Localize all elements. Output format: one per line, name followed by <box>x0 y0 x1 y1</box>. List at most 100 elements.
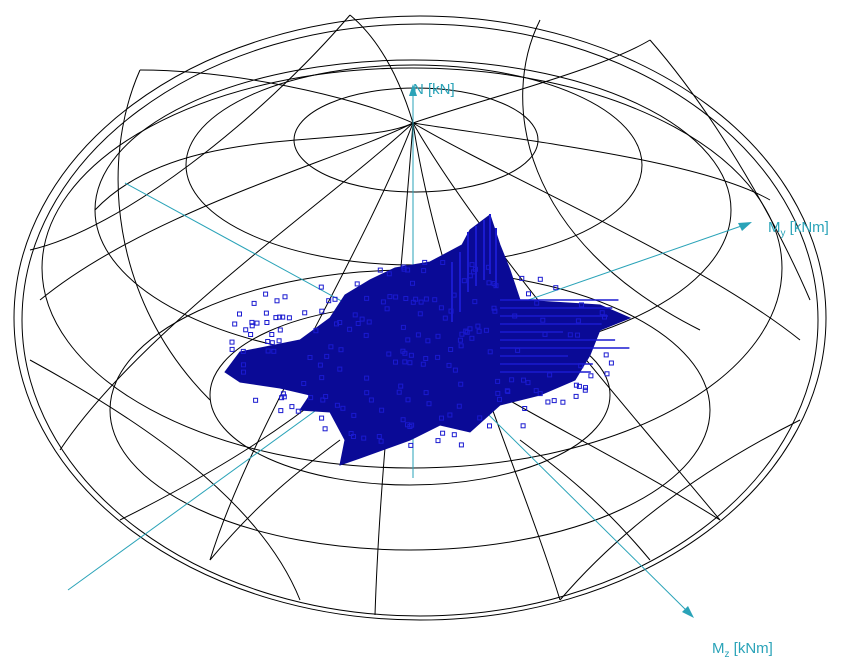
load-point-mark <box>545 399 551 405</box>
axis-my-arrow <box>738 222 752 231</box>
meridian-line <box>499 394 721 521</box>
load-point-mark <box>281 394 287 400</box>
load-point-mark <box>452 367 458 373</box>
load-point-mark <box>491 305 497 311</box>
load-point-mark <box>393 294 399 300</box>
load-point-mark <box>438 305 444 311</box>
load-point-mark <box>351 434 356 439</box>
load-point-mark <box>400 324 406 330</box>
meridian-line <box>649 39 811 301</box>
load-point-mark <box>603 352 609 358</box>
load-point-mark <box>579 302 584 308</box>
load-point-mark <box>282 294 288 300</box>
load-point-mark <box>393 359 398 365</box>
load-point-mark <box>241 369 246 375</box>
load-point-mark <box>328 344 334 350</box>
load-point-mark <box>426 401 432 407</box>
surface-outline <box>13 15 827 621</box>
load-point-mark <box>573 382 579 388</box>
meridian-line <box>412 122 801 341</box>
load-point-mark <box>533 388 539 394</box>
load-point-mark <box>469 335 475 341</box>
load-point-mark <box>497 396 502 402</box>
load-point-mark <box>264 320 270 325</box>
load-point-mark <box>439 415 444 421</box>
meridian-line <box>39 122 414 301</box>
load-point-mark <box>269 340 275 346</box>
meridian-line <box>94 122 414 211</box>
load-point-mark <box>277 327 283 333</box>
load-point-mark <box>509 377 515 383</box>
load-point-mark <box>435 354 441 360</box>
axis-n-arrow <box>409 84 417 96</box>
load-combination-cloud <box>224 214 632 466</box>
load-point-mark <box>361 435 367 441</box>
axis-n-label: N [kN] <box>413 81 455 98</box>
load-point-mark <box>347 326 353 332</box>
cloud-envelope <box>224 214 632 466</box>
meridian-line <box>522 19 701 331</box>
load-point-mark <box>477 415 483 421</box>
load-point-mark <box>553 285 559 291</box>
meridian-line <box>117 69 211 401</box>
load-point-mark <box>286 315 292 321</box>
load-point-mark <box>458 381 464 387</box>
load-point-mark <box>604 371 610 377</box>
load-point-mark <box>386 351 392 357</box>
load-point-mark <box>486 280 492 286</box>
latitude-ring <box>41 67 783 469</box>
load-point-mark <box>467 326 473 332</box>
load-point-mark <box>440 430 446 436</box>
load-point-mark <box>249 323 255 329</box>
load-point-mark <box>363 332 369 338</box>
load-point-mark <box>320 397 326 403</box>
meridian-line <box>519 439 651 561</box>
load-point-mark <box>263 310 269 316</box>
load-point-mark <box>380 299 386 305</box>
load-point-mark <box>447 412 453 418</box>
load-point-mark <box>337 366 343 372</box>
load-point-mark <box>307 355 313 360</box>
load-point-mark <box>475 323 481 329</box>
load-point-mark <box>519 275 525 281</box>
load-point-mark <box>410 299 416 305</box>
load-point-mark <box>547 372 553 378</box>
load-point-mark <box>308 395 314 401</box>
load-point-mark <box>423 356 429 361</box>
load-point-mark <box>522 406 528 411</box>
load-point-mark <box>469 262 475 268</box>
load-point-mark <box>337 320 343 325</box>
load-point-mark <box>492 308 498 314</box>
load-point-mark <box>364 375 370 381</box>
load-point-mark <box>251 300 257 306</box>
load-point-mark <box>368 397 374 403</box>
load-point-mark <box>338 347 344 353</box>
load-point-mark <box>472 299 478 305</box>
load-point-mark <box>402 359 408 365</box>
load-point-mark <box>276 338 282 344</box>
load-point-mark <box>248 332 254 337</box>
load-point-mark <box>420 361 426 367</box>
load-point-mark <box>401 266 407 272</box>
load-point-mark <box>459 331 465 337</box>
load-point-mark <box>384 306 390 312</box>
load-point-mark <box>576 383 582 389</box>
load-point-mark <box>249 319 255 325</box>
load-point-mark <box>271 348 277 354</box>
load-point-mark <box>573 393 579 399</box>
load-point-mark <box>537 276 543 282</box>
load-point-mark <box>409 422 415 428</box>
meridian-line <box>29 359 301 601</box>
load-point-mark <box>334 402 340 408</box>
load-point-mark <box>377 267 383 273</box>
load-point-mark <box>253 397 259 403</box>
load-point-mark <box>274 298 280 304</box>
load-point-mark <box>408 442 414 448</box>
load-point-mark <box>254 320 260 326</box>
load-point-mark <box>551 398 557 404</box>
load-point-mark <box>302 310 308 316</box>
load-point-mark <box>334 321 339 327</box>
load-point-mark <box>534 300 540 306</box>
